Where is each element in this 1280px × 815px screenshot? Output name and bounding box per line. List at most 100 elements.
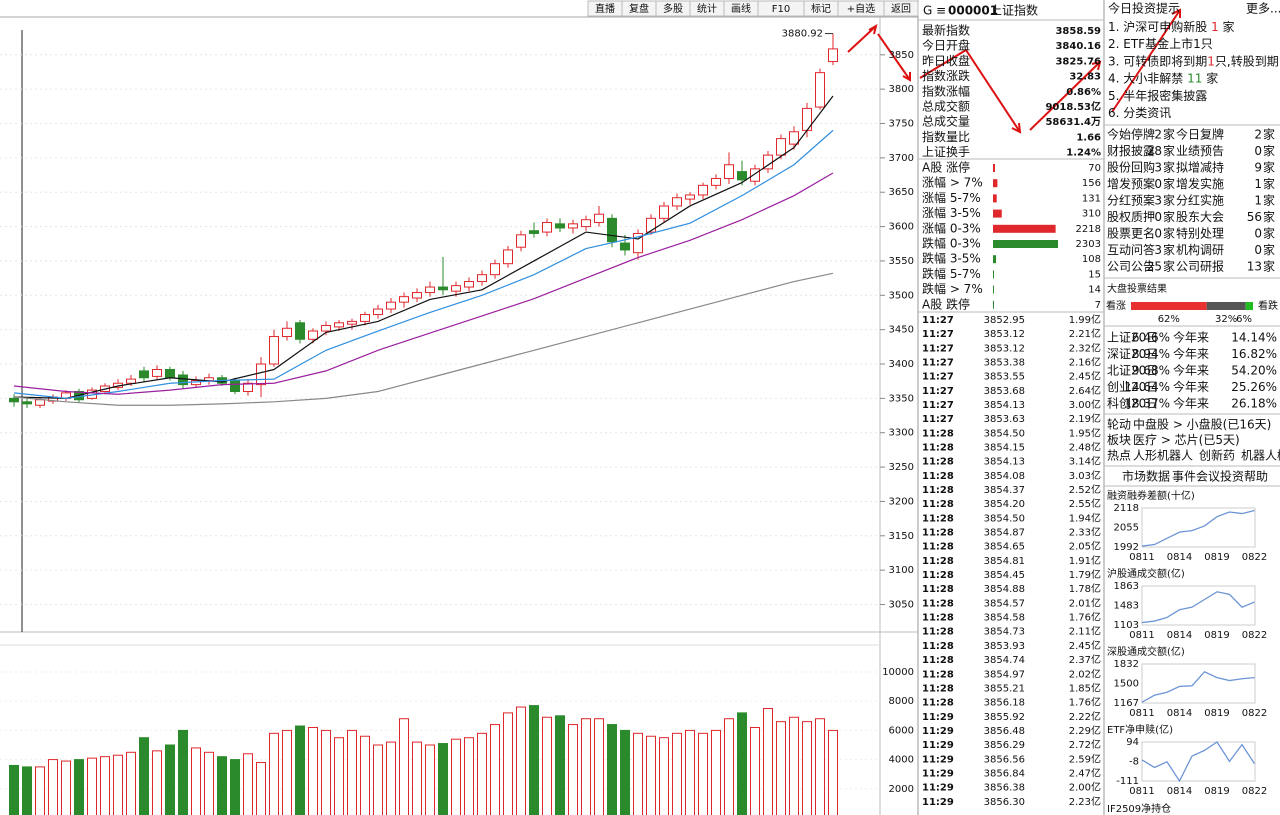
event-count: 0 (1154, 177, 1162, 191)
tip-text: 11 (1187, 71, 1202, 85)
candle-body (243, 382, 253, 392)
event-unit: 家 (1163, 193, 1175, 208)
mini-frame (1141, 663, 1256, 704)
menu: ≡ (936, 4, 946, 18)
tick-price: 3852.95 (984, 315, 1025, 326)
volume-bar (464, 737, 474, 815)
toolbar-button[interactable] (587, 0, 623, 17)
tick-time: 11:28 (922, 556, 954, 567)
tick-volume: 1.78亿 (1069, 582, 1101, 595)
event-label: 增发预案 (1107, 176, 1155, 191)
candle-body (516, 234, 526, 248)
tip-text: 1 (1211, 20, 1219, 34)
tip-text: 家 (1219, 19, 1235, 34)
rotation-label: 轮动 (1107, 418, 1131, 432)
hot-item[interactable]: 机器人概念 (1241, 448, 1280, 463)
perf-value: 18.37% (1124, 397, 1170, 411)
candle-body (308, 330, 318, 340)
quote-label: 上证换手 (922, 145, 970, 159)
candle-body (685, 194, 695, 200)
mini-y-label: 1832 (1114, 659, 1139, 670)
event-count: 3 (1154, 243, 1162, 257)
tick-price: 3854.74 (984, 655, 1025, 666)
tick-price: 3854.73 (984, 627, 1025, 638)
tick-price: 3854.13 (984, 457, 1025, 468)
candle-body (22, 401, 32, 405)
candle-body (399, 296, 409, 303)
breadth-label: 涨幅 0-3% (922, 220, 981, 235)
ma-line (13, 272, 834, 406)
tick-price: 3856.56 (984, 754, 1025, 765)
event-unit: 家 (1163, 160, 1175, 175)
mini-x-label: 0819 (1204, 708, 1229, 719)
breadth-bar (993, 224, 1056, 233)
y-tick-label: 6000 (889, 725, 914, 736)
breadth-value: 7 (1095, 300, 1101, 311)
mini-x-label: 0822 (1242, 552, 1267, 563)
arrow (877, 33, 911, 81)
perf-label: 今年来 (1173, 330, 1209, 345)
tab[interactable]: 投资帮助 (1220, 469, 1268, 484)
candle-body (126, 378, 136, 384)
volume-bar (750, 726, 760, 815)
mini-frame (1141, 741, 1256, 782)
tick-price: 3854.13 (984, 400, 1025, 411)
tip-item[interactable]: 4. 大小非解禁 11 家 (1108, 70, 1218, 85)
volume-bar (9, 764, 19, 815)
vote-up: 看涨 (1106, 299, 1126, 312)
quote-label: 指数量比 (922, 129, 970, 144)
hot-item[interactable]: 人形机器人 (1133, 449, 1193, 463)
y-tick-label: 3450 (889, 325, 914, 336)
y-tick-label: 3700 (889, 153, 914, 164)
mini-x-label: 0811 (1129, 708, 1154, 719)
perf-value: 25.26% (1231, 380, 1277, 394)
perf-label: 今年来 (1173, 346, 1209, 361)
mini-frame (1141, 585, 1256, 626)
hot-item[interactable]: 创新药 (1199, 448, 1235, 463)
tab[interactable]: 事件会议 (1172, 470, 1220, 484)
candle-body (503, 249, 513, 265)
tick-volume: 1.79亿 (1069, 568, 1101, 581)
tick-volume: 2.37亿 (1069, 653, 1101, 666)
event-unit: 家 (1263, 193, 1275, 208)
event-count: 2 (1154, 128, 1162, 142)
tick-time: 11:28 (922, 584, 954, 595)
candle-body (711, 177, 721, 186)
volume-bar (633, 732, 643, 815)
perf-label: 深证20日 (1107, 347, 1158, 361)
breadth-bar (993, 285, 994, 294)
breadth-value: 15 (1088, 269, 1101, 280)
event-label: 分红预案 (1107, 193, 1155, 208)
tip-item[interactable]: 3. 可转债即将到期1只,转股到期... (1108, 53, 1280, 68)
quote-value: 3825.76 (1055, 56, 1101, 67)
tip-item[interactable]: 2. ETF基金上市1只 (1108, 36, 1213, 51)
candle-body (633, 232, 643, 254)
event-label: 股份回购 (1107, 160, 1155, 175)
event-label: 拟增减持 (1176, 160, 1224, 175)
arrow (847, 25, 877, 53)
volume-bar (542, 716, 552, 815)
annotation-arrows (847, 8, 1181, 134)
quote-label: 指数涨幅 (922, 83, 970, 98)
y-tick-label: 3200 (889, 496, 914, 507)
tips-more[interactable]: 更多... (1246, 2, 1280, 16)
tip-text: 4. 大小非解禁 (1108, 71, 1187, 85)
toolbar-label: +自选 (847, 2, 875, 15)
y-tick-label: 3150 (889, 531, 914, 542)
volume-bar (165, 744, 175, 815)
volume-bar (308, 726, 318, 815)
event-count: 2 (1254, 128, 1262, 142)
tick-volume: 1.76亿 (1069, 611, 1101, 624)
tick-time: 11:27 (922, 372, 954, 383)
tab[interactable]: 市场数据 (1122, 469, 1170, 484)
y-tick-label: 3400 (889, 359, 914, 370)
tip-item[interactable]: 6. 分类资讯 (1108, 106, 1171, 120)
mini-x-label: 0819 (1204, 786, 1229, 797)
perf-value: 9.68% (1132, 364, 1170, 378)
perf-label: 北证20日 (1107, 364, 1158, 378)
tip-item[interactable]: 5. 半年报密集披露 (1108, 87, 1207, 102)
tip-item[interactable]: 1. 沪深可申购新股 1 家 (1108, 19, 1235, 34)
tick-time: 11:28 (922, 485, 954, 496)
volume-bar (74, 759, 84, 815)
event-unit: 家 (1163, 176, 1175, 191)
